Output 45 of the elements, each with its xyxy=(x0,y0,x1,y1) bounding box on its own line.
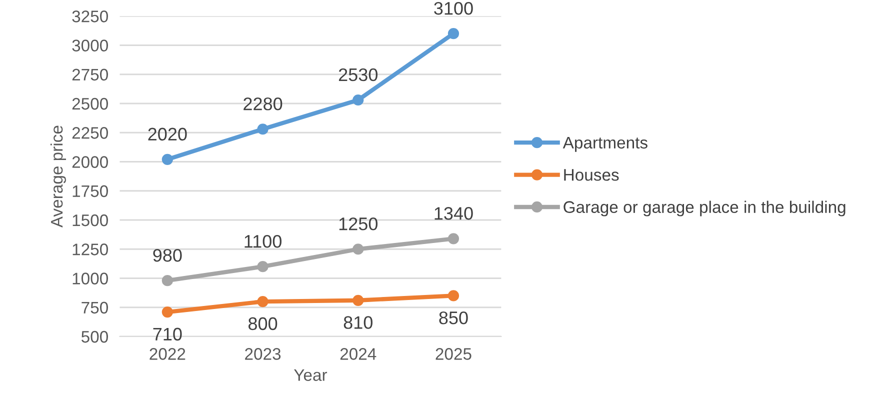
data-label: 1100 xyxy=(244,234,282,248)
y-tick-label: 2500 xyxy=(72,98,108,110)
point xyxy=(352,94,364,106)
y-tick-label: 2000 xyxy=(72,156,108,168)
x-tick-label: 2025 xyxy=(436,348,472,360)
y-tick-label: 1500 xyxy=(72,214,108,226)
data-label: 980 xyxy=(153,248,182,262)
y-tick-label: 3000 xyxy=(72,40,108,52)
y-tick-label: 1000 xyxy=(72,272,108,284)
data-label: 2530 xyxy=(338,68,378,82)
data-label: 710 xyxy=(153,328,182,341)
data-label: 3100 xyxy=(434,2,473,15)
x-tick-label: 2022 xyxy=(150,348,186,360)
y-tick-label: 750 xyxy=(82,302,108,314)
y-tick-label: 1750 xyxy=(72,185,108,198)
point xyxy=(162,306,173,318)
point xyxy=(257,124,268,135)
data-label: 850 xyxy=(439,311,468,324)
point xyxy=(352,244,364,255)
y-tick-label: 2750 xyxy=(72,68,108,81)
point xyxy=(257,296,268,308)
point xyxy=(352,294,364,306)
data-label: 2280 xyxy=(244,97,282,110)
point xyxy=(448,290,460,302)
point xyxy=(448,28,460,40)
y-axis-title: Average price xyxy=(50,126,66,228)
y-tick-label: 500 xyxy=(81,330,108,343)
point xyxy=(257,261,268,272)
data-label: 2020 xyxy=(148,128,187,141)
x-axis-title: Year xyxy=(294,369,328,381)
point xyxy=(162,275,173,286)
x-tick-label: 2024 xyxy=(340,348,376,360)
point xyxy=(448,233,460,244)
point xyxy=(162,154,173,165)
legend-label: Houses xyxy=(564,169,619,181)
y-tick-label: 2250 xyxy=(72,127,108,139)
legend-label: Garage or garage place in the building xyxy=(564,200,846,216)
y-tick-label: 3250 xyxy=(72,10,108,22)
y-tick-label: 1250 xyxy=(72,244,108,256)
x-tick-label: 2023 xyxy=(245,348,281,360)
data-label: 1340 xyxy=(434,207,473,220)
data-label: 800 xyxy=(248,317,278,330)
data-label: 810 xyxy=(344,316,372,329)
legend-label: Apartments xyxy=(562,136,648,152)
data-label: 1250 xyxy=(339,217,378,230)
